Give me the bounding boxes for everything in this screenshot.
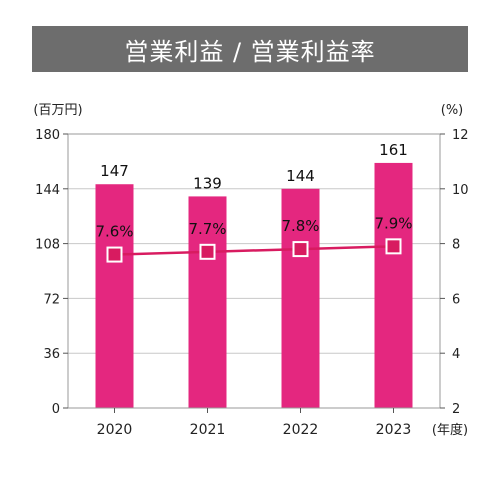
line-marker bbox=[292, 241, 309, 258]
bar-value-label: 139 bbox=[193, 174, 222, 192]
right-tick-label: 4 bbox=[452, 347, 460, 362]
x-tick-label: 2021 bbox=[190, 422, 226, 438]
right-tick-label: 6 bbox=[452, 292, 460, 307]
x-tick-label: 2023 bbox=[376, 422, 412, 438]
chart-title: 営業利益 / 営業利益率 bbox=[32, 26, 468, 72]
line-path bbox=[114, 245, 394, 256]
line-value-label: 7.7% bbox=[188, 220, 226, 238]
right-tick-label: 12 bbox=[452, 128, 469, 143]
x-axis-unit: (年度) bbox=[432, 422, 468, 438]
right-tick-label: 10 bbox=[452, 183, 469, 198]
line-value-label: 7.8% bbox=[281, 217, 319, 235]
left-tick-label: 180 bbox=[35, 128, 60, 143]
bars-group bbox=[95, 162, 413, 408]
bar-value-label: 144 bbox=[286, 167, 315, 185]
line-marker bbox=[106, 246, 123, 263]
left-tick-label: 36 bbox=[43, 347, 60, 362]
bar-value-label: 161 bbox=[379, 141, 408, 159]
x-tick-label: 2022 bbox=[283, 422, 319, 438]
line-value-label: 7.6% bbox=[95, 223, 133, 241]
line-marker bbox=[385, 238, 402, 255]
left-tick-label: 72 bbox=[43, 292, 60, 307]
left-tick-label: 144 bbox=[35, 183, 60, 198]
plot-frame bbox=[67, 133, 441, 409]
bar-value-label: 147 bbox=[100, 162, 129, 180]
bar bbox=[374, 162, 413, 408]
line-value-label: 7.9% bbox=[374, 214, 412, 232]
x-tick-label: 2020 bbox=[97, 422, 133, 438]
line-series-group bbox=[106, 238, 402, 263]
left-tick-label: 108 bbox=[35, 238, 60, 253]
bar bbox=[95, 184, 134, 408]
line-marker bbox=[199, 243, 216, 260]
right-tick-label: 2 bbox=[452, 402, 460, 417]
axes-group: 0 36 72 108 144 180 2 4 6 8 10 12 (百万円) (%) 2020 2021 20… bbox=[33, 103, 468, 438]
labels-group: 147 139 144 161 7.6% 7.7% 7.8% 7.9% bbox=[95, 141, 412, 241]
bar bbox=[281, 188, 320, 408]
bar bbox=[188, 196, 227, 408]
right-tick-label: 8 bbox=[452, 238, 460, 253]
left-tick-label: 0 bbox=[52, 402, 60, 417]
right-axis-unit: (%) bbox=[441, 103, 464, 118]
left-axis-unit: (百万円) bbox=[33, 103, 82, 118]
